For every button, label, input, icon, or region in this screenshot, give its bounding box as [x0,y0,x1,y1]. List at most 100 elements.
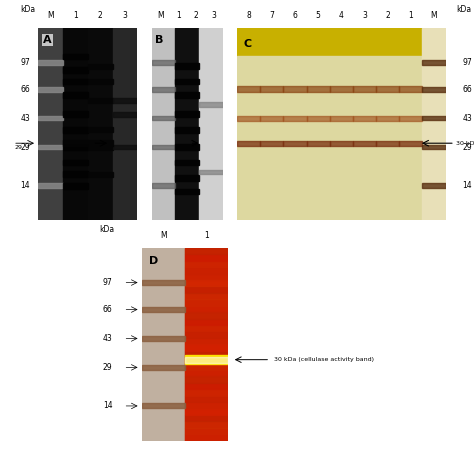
Bar [112,145,137,149]
Text: 29: 29 [462,143,472,151]
Bar [237,86,260,92]
Bar [330,116,353,121]
Bar [175,78,199,84]
Bar [142,248,185,441]
Text: B: B [155,35,164,45]
Bar [112,112,137,117]
Bar [185,312,228,319]
Text: 43: 43 [20,114,30,123]
Bar [237,56,446,220]
Bar [422,183,446,188]
Bar [307,86,330,92]
Bar [185,254,228,261]
Text: 4: 4 [339,11,344,20]
Text: kDa: kDa [456,5,471,14]
Bar [152,87,175,91]
Bar [63,140,88,146]
Bar [175,63,199,69]
Bar [185,376,228,383]
Bar [185,331,228,338]
Text: 6: 6 [292,11,297,20]
Bar [112,28,137,220]
Bar [185,370,228,376]
Bar [185,364,228,370]
Bar [185,344,228,351]
Bar [237,116,260,121]
Bar [185,299,228,306]
Bar [63,127,88,133]
Bar [175,127,199,133]
Bar [199,28,223,220]
Bar [185,286,228,293]
Bar [185,357,228,364]
Bar [185,355,228,364]
Bar [152,183,175,188]
Bar [185,261,228,267]
Text: D: D [149,256,158,266]
Bar [88,98,112,103]
Text: 66: 66 [462,85,472,94]
Text: 3: 3 [123,11,128,20]
Bar [185,248,228,254]
Bar [185,280,228,286]
Bar [199,102,223,107]
Text: 14: 14 [20,181,30,190]
Bar [63,171,88,177]
Bar [185,389,228,396]
Bar [199,170,223,174]
Bar [152,28,175,220]
Bar [63,160,88,165]
Bar [175,28,199,220]
Text: 43: 43 [102,334,112,343]
Bar [353,141,376,146]
Bar [185,306,228,312]
Text: 43: 43 [462,114,472,123]
Text: 3: 3 [211,11,216,20]
Bar [422,28,446,220]
Bar [260,116,283,121]
Text: kDa: kDa [100,225,115,235]
Bar [88,140,112,146]
Bar [283,141,307,146]
Bar [237,28,446,56]
Bar [422,87,446,91]
Bar [307,141,330,146]
Text: 14: 14 [462,181,472,190]
Text: 1: 1 [176,11,181,20]
Bar [283,116,307,121]
Text: 29: 29 [15,145,23,150]
Bar [175,144,199,150]
Bar [399,86,422,92]
Text: 29: 29 [103,363,112,372]
Text: 30 kDa (cellulase activity band): 30 kDa (cellulase activity band) [274,357,374,362]
Bar [175,175,199,181]
Bar [185,402,228,409]
Text: 2: 2 [385,11,390,20]
Text: 7: 7 [269,11,274,20]
Text: 2: 2 [98,11,102,20]
Bar [399,116,422,121]
Bar [376,86,399,92]
Bar [63,183,88,189]
Bar [399,141,422,146]
Bar [175,189,199,194]
Bar [38,87,63,91]
Bar [185,248,228,441]
Bar [142,365,185,370]
Bar [63,112,88,117]
Bar [63,67,88,73]
Bar [185,428,228,434]
Text: kDa: kDa [20,5,35,14]
Bar [237,141,260,146]
Bar [185,267,228,274]
Bar [38,60,63,65]
Bar [38,28,63,220]
Bar [63,54,88,59]
Bar [152,60,175,65]
Text: M: M [431,11,438,20]
Text: 1: 1 [204,231,209,240]
Bar [422,145,446,149]
Bar [185,293,228,299]
Text: 30 kDa: 30 kDa [456,141,474,146]
Bar [422,116,446,120]
